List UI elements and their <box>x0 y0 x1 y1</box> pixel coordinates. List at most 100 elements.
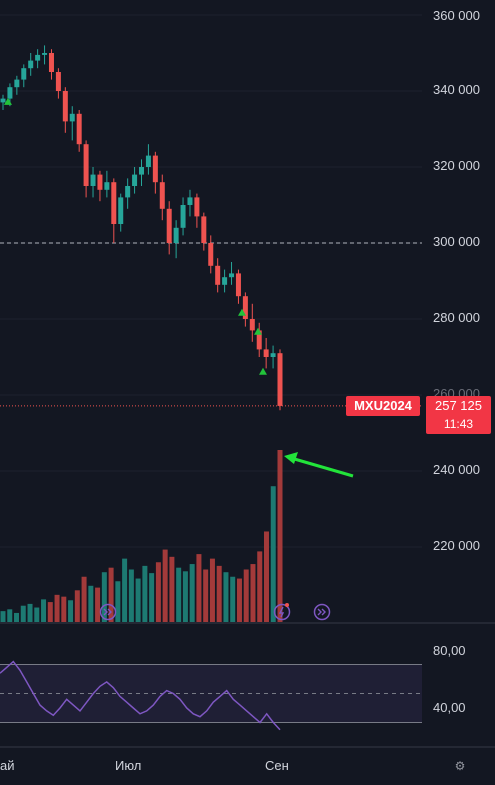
volume-bar <box>169 556 175 622</box>
volume-bar <box>122 558 128 622</box>
volume-bar <box>88 585 94 622</box>
candle <box>166 208 172 243</box>
volume-bar <box>230 576 236 622</box>
y-tick: 360 000 <box>433 8 480 23</box>
volume-bar <box>149 573 155 622</box>
volume-bar <box>142 565 148 622</box>
candle <box>187 197 193 205</box>
candle <box>76 113 82 145</box>
y-tick: 320 000 <box>433 158 480 173</box>
candle <box>21 68 27 80</box>
bar-countdown: 11:43 <box>443 417 474 431</box>
candle <box>249 319 255 331</box>
rsi-tick: 40,00 <box>433 700 466 715</box>
candle <box>118 197 124 224</box>
volume-bar <box>135 578 141 622</box>
candle <box>215 265 221 285</box>
volume-bar <box>270 486 276 622</box>
event-arrow-icon <box>313 603 331 621</box>
volume-bar <box>257 551 263 622</box>
candle <box>35 54 41 61</box>
volume-bar <box>47 602 53 622</box>
volume-bar <box>61 596 67 622</box>
y-tick: 300 000 <box>433 234 480 249</box>
volume-bar <box>189 564 195 622</box>
volume-bar <box>203 569 209 622</box>
candle <box>83 144 89 186</box>
candle <box>132 174 138 186</box>
candle <box>270 353 276 357</box>
candle <box>7 87 13 99</box>
candle <box>277 353 283 406</box>
volume-bar <box>68 600 74 622</box>
candle <box>201 216 207 243</box>
candle <box>42 53 48 55</box>
volume-bar <box>128 569 134 622</box>
volume-bar <box>74 590 80 622</box>
last-price: 257 125 <box>435 398 482 413</box>
volume-bar <box>216 565 222 622</box>
volume-bar <box>223 572 229 622</box>
green-arrow-annotation <box>290 456 354 478</box>
candle <box>242 296 248 319</box>
volume-bar <box>243 569 249 622</box>
candle <box>28 60 34 69</box>
volume-bar <box>20 605 26 622</box>
volume-bar <box>176 567 182 622</box>
double-chevron-glyph <box>103 608 112 616</box>
x-tick: Сен <box>265 758 289 773</box>
candle <box>0 98 6 103</box>
candle <box>263 349 269 357</box>
volume-bar <box>108 567 114 622</box>
volume-bar <box>41 599 47 622</box>
candle <box>152 155 158 183</box>
volume-bar <box>34 607 40 622</box>
volume-bar <box>95 587 101 622</box>
last-price-label: 257 125 11:43 <box>426 396 491 434</box>
volume-bar <box>54 594 60 622</box>
x-tick: ай <box>0 758 15 773</box>
candle <box>55 72 61 91</box>
rsi-tick: 80,00 <box>433 643 466 658</box>
volume-bar <box>0 611 6 622</box>
volume-bar <box>115 581 121 622</box>
candle <box>194 197 200 217</box>
candle <box>256 330 262 350</box>
signal-marker <box>4 97 12 105</box>
candle <box>229 273 235 278</box>
y-tick: 280 000 <box>433 310 480 325</box>
symbol-label: MXU2024 <box>346 396 420 416</box>
signal-marker <box>259 367 267 375</box>
candle <box>159 182 165 209</box>
candle <box>48 53 54 72</box>
volume-bar <box>196 554 202 622</box>
volume-bar <box>250 564 256 622</box>
volume-bar <box>27 603 33 622</box>
candle <box>235 273 241 297</box>
candle <box>222 277 228 285</box>
candle <box>62 91 68 122</box>
double-chevron-glyph <box>317 608 326 616</box>
volume-bar <box>209 558 215 622</box>
volume-bar <box>14 612 20 622</box>
y-tick: 220 000 <box>433 538 480 553</box>
candle <box>90 174 96 186</box>
notification-dot <box>285 603 289 607</box>
volume-bar <box>101 572 107 622</box>
volume-bar <box>182 571 188 622</box>
green-arrow-annotation-head <box>284 452 298 464</box>
volume-bar <box>81 576 87 622</box>
candle <box>125 186 131 198</box>
gear-icon[interactable]: ⚙ <box>454 759 466 773</box>
y-tick: 340 000 <box>433 82 480 97</box>
candle <box>104 182 110 190</box>
rsi-line <box>0 660 281 731</box>
y-tick: 240 000 <box>433 462 480 477</box>
volume-bar <box>7 609 13 622</box>
candle <box>180 205 186 228</box>
candle <box>145 155 151 167</box>
volume-bar <box>263 531 269 622</box>
volume-bar <box>236 578 242 622</box>
volume-bar <box>162 549 168 622</box>
